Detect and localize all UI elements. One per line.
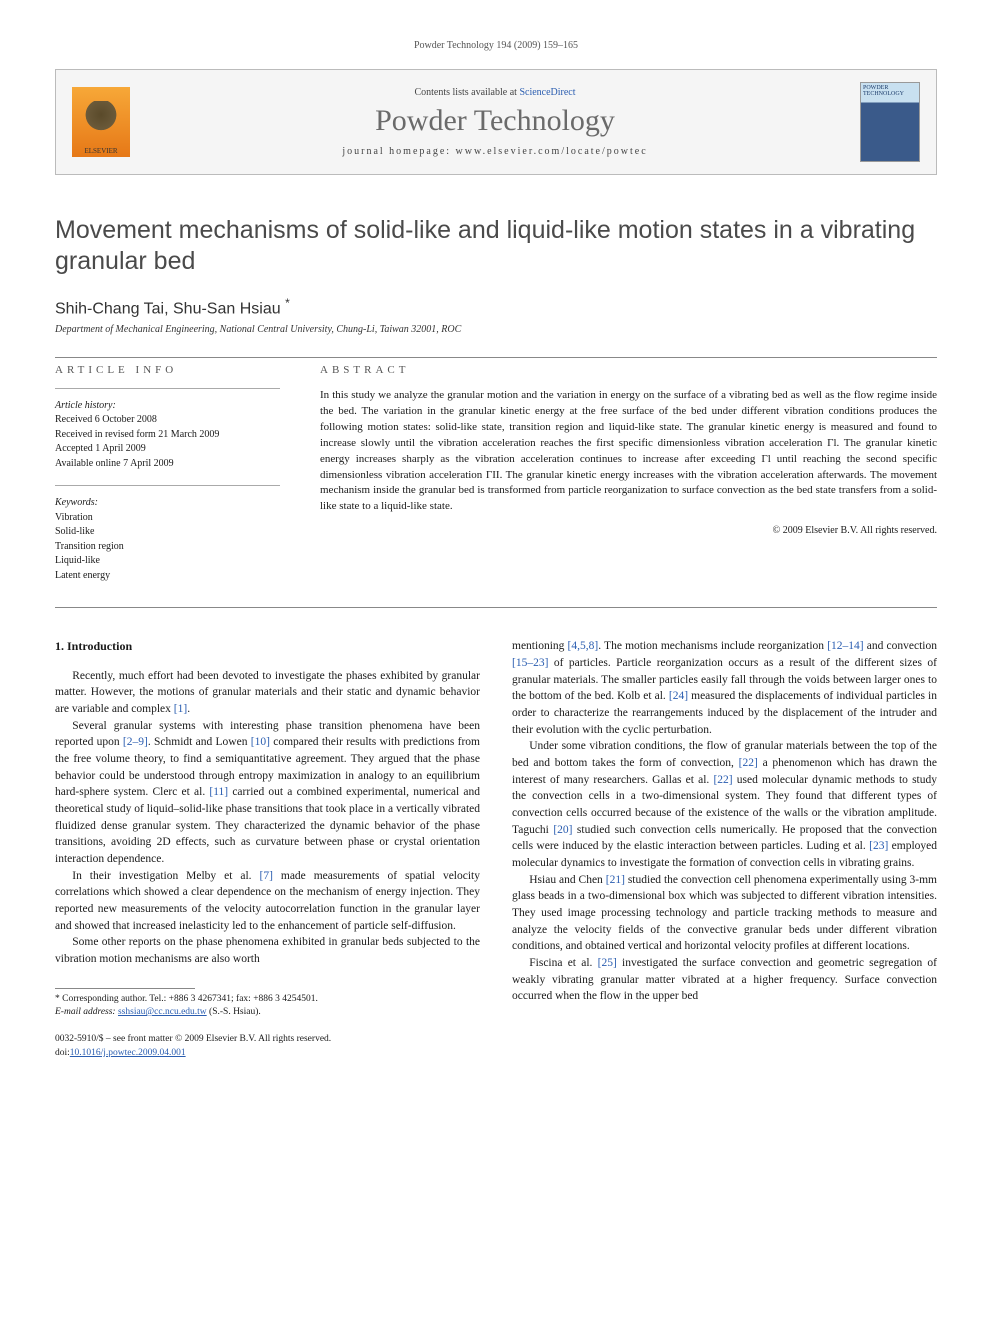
issn-line: 0032-5910/$ – see front matter © 2009 El…: [55, 1033, 480, 1046]
body-paragraph: Fiscina et al. [25] investigated the sur…: [512, 955, 937, 1005]
elsevier-tree-icon: [81, 101, 121, 147]
doi-line: doi:10.1016/j.powtec.2009.04.001: [55, 1047, 480, 1060]
abstract-label: abstract: [320, 364, 937, 376]
abstract-column: abstract In this study we analyze the gr…: [320, 364, 937, 598]
article-history: Article history: Received 6 October 2008…: [55, 399, 280, 472]
body-paragraph: Under some vibration conditions, the flo…: [512, 738, 937, 871]
email-link[interactable]: sshsiau@cc.ncu.edu.tw: [118, 1007, 207, 1017]
email-line: E-mail address: sshsiau@cc.ncu.edu.tw (S…: [55, 1006, 480, 1019]
body-paragraph: Several granular systems with interestin…: [55, 718, 480, 868]
keywords-header: Keywords:: [55, 496, 280, 511]
keyword: Transition region: [55, 540, 280, 555]
author-list: Shih-Chang Tai, Shu-San Hsiau *: [55, 296, 937, 318]
keyword: Liquid-like: [55, 554, 280, 569]
running-header: Powder Technology 194 (2009) 159–165: [55, 40, 937, 51]
email-suffix: (S.-S. Hsiau).: [207, 1007, 261, 1017]
info-divider: [55, 485, 280, 486]
divider: [55, 357, 937, 358]
author-names: Shih-Chang Tai, Shu-San Hsiau: [55, 300, 285, 317]
doi-link[interactable]: 10.1016/j.powtec.2009.04.001: [70, 1048, 186, 1058]
elsevier-logo-label: ELSEVIER: [84, 147, 117, 155]
article-info-column: article info Article history: Received 6…: [55, 364, 280, 598]
body-paragraph: Recently, much effort had been devoted t…: [55, 668, 480, 718]
section-heading: 1. Introduction: [55, 638, 480, 655]
masthead-center: Contents lists available at ScienceDirec…: [130, 87, 860, 157]
email-label: E-mail address:: [55, 1007, 118, 1017]
contents-prefix: Contents lists available at: [414, 87, 519, 98]
keyword: Latent energy: [55, 569, 280, 584]
journal-homepage-line: journal homepage: www.elsevier.com/locat…: [130, 146, 860, 157]
article-body: 1. Introduction Recently, much effort ha…: [55, 638, 937, 1060]
history-line: Received in revised form 21 March 2009: [55, 428, 280, 443]
body-paragraph: In their investigation Melby et al. [7] …: [55, 868, 480, 935]
journal-cover-thumbnail: POWDER TECHNOLOGY: [860, 82, 920, 162]
affiliation: Department of Mechanical Engineering, Na…: [55, 324, 937, 335]
divider: [55, 607, 937, 608]
history-line: Available online 7 April 2009: [55, 457, 280, 472]
sciencedirect-link[interactable]: ScienceDirect: [519, 87, 575, 98]
journal-cover-label: POWDER TECHNOLOGY: [863, 85, 904, 97]
corresponding-marker-icon: *: [285, 296, 290, 310]
body-paragraph: mentioning [4,5,8]. The motion mechanism…: [512, 638, 937, 738]
keyword: Vibration: [55, 511, 280, 526]
info-divider: [55, 388, 280, 389]
article-info-label: article info: [55, 364, 280, 376]
elsevier-logo: ELSEVIER: [72, 87, 130, 157]
journal-title: Powder Technology: [130, 104, 860, 138]
corresponding-line: * Corresponding author. Tel.: +886 3 426…: [55, 993, 480, 1006]
abstract-copyright: © 2009 Elsevier B.V. All rights reserved…: [320, 525, 937, 536]
homepage-url: www.elsevier.com/locate/powtec: [456, 146, 648, 157]
footnote-divider: [55, 988, 195, 989]
keyword: Solid-like: [55, 525, 280, 540]
abstract-text: In this study we analyze the granular mo…: [320, 388, 937, 516]
footer-meta: 0032-5910/$ – see front matter © 2009 El…: [55, 1033, 480, 1060]
journal-masthead: ELSEVIER Contents lists available at Sci…: [55, 69, 937, 175]
body-paragraph: Some other reports on the phase phenomen…: [55, 934, 480, 967]
article-title: Movement mechanisms of solid-like and li…: [55, 215, 937, 278]
body-paragraph: Hsiau and Chen [21] studied the convecti…: [512, 872, 937, 955]
history-line: Accepted 1 April 2009: [55, 442, 280, 457]
history-header: Article history:: [55, 399, 280, 414]
history-line: Received 6 October 2008: [55, 413, 280, 428]
keywords-block: Keywords: Vibration Solid-like Transitio…: [55, 496, 280, 583]
corresponding-author-footnote: * Corresponding author. Tel.: +886 3 426…: [55, 993, 480, 1020]
contents-available-line: Contents lists available at ScienceDirec…: [130, 87, 860, 98]
homepage-prefix: journal homepage:: [342, 146, 455, 157]
